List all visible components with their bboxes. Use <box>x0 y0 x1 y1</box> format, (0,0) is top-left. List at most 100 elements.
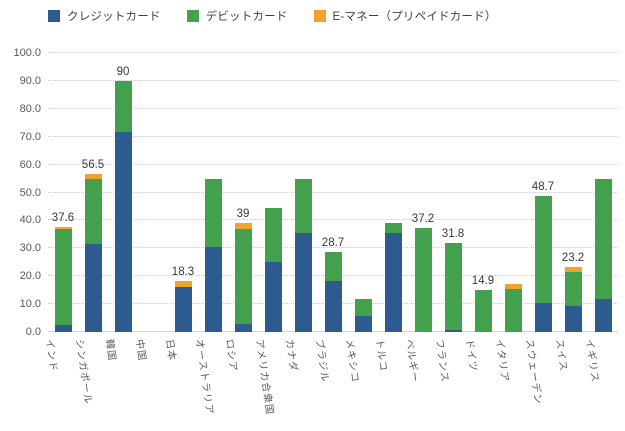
bar-column: 56.5 シンガポール <box>73 53 108 405</box>
bar-column: 23.2 スイス <box>553 53 588 372</box>
x-axis-category-label: イタリア <box>493 338 511 384</box>
bar-total-label: 48.7 <box>531 181 555 194</box>
gridline: 100.0 <box>13 47 618 59</box>
bar-stack <box>444 53 462 332</box>
bar-stack <box>504 53 522 332</box>
bar-segment-credit-card <box>294 232 312 332</box>
bar-total-label: 39 <box>236 208 250 221</box>
bar-column: アメリカ合衆国 <box>253 53 288 416</box>
x-axis-category-label: ベルギー <box>403 338 421 384</box>
bar-total-label: 23.2 <box>561 252 585 265</box>
x-axis-category-label: ドイツ <box>463 338 479 373</box>
bar-segment-debit-card <box>564 272 582 306</box>
bar-column: 37.6 インド <box>43 53 78 373</box>
bar-stack <box>564 53 582 332</box>
legend-label: デビットカード <box>205 11 288 23</box>
bar-segment-debit-card <box>114 80 132 133</box>
bar-total-label: 28.7 <box>321 236 345 249</box>
y-axis-tick-label: 0.0 <box>25 326 41 338</box>
bar-stack <box>354 53 372 332</box>
bar-total-label: 56.5 <box>81 159 105 172</box>
bar-segment-credit-card <box>234 324 252 332</box>
bar-segment-credit-card <box>564 305 582 332</box>
bar-column: イギリス <box>583 53 618 384</box>
bar-stack <box>324 53 342 332</box>
bar-segment-credit-card <box>114 132 132 332</box>
bar-stack <box>384 53 402 332</box>
bar-segment-e-money <box>564 267 582 273</box>
y-axis-tick-label: 80.0 <box>19 102 41 115</box>
bar-segment-credit-card <box>204 246 222 332</box>
bar-segment-credit-card <box>174 286 192 332</box>
bar-stack <box>534 53 552 332</box>
gridline: 40.0 <box>20 214 618 226</box>
legend-swatch-credit-card <box>48 10 60 22</box>
x-axis-category-label: 中国 <box>133 338 148 362</box>
bar-stack <box>294 53 312 332</box>
y-axis-tick-label: 100.0 <box>13 47 41 59</box>
bar-stack <box>414 53 432 332</box>
bar-stack <box>174 53 192 332</box>
gridline: 30.0 <box>20 242 618 254</box>
gridline: 50.0 <box>20 187 618 199</box>
bar-segment-e-money <box>174 280 192 287</box>
bar-segment-debit-card <box>534 196 552 303</box>
bar-segment-credit-card <box>54 325 72 332</box>
x-axis-category-label: フランス <box>433 338 451 384</box>
legend-item-credit-card: クレジットカード <box>48 8 161 24</box>
y-axis-tick-label: 40.0 <box>19 214 41 227</box>
bar-column: 31.8 フランス <box>433 53 468 383</box>
bar-segment-debit-card <box>264 207 282 263</box>
bar-column: オーストラリア <box>193 53 228 416</box>
bar-column: 18.3 日本 <box>163 53 198 362</box>
bar-stack <box>84 53 102 332</box>
x-axis-category-label: イギリス <box>583 338 601 384</box>
bar-total-label: 14.9 <box>471 275 495 288</box>
x-axis-category-label: カナダ <box>283 338 299 373</box>
bar-column: 14.9 ドイツ <box>463 53 498 372</box>
x-axis-category-label: ロシア <box>223 338 239 373</box>
bar-segment-debit-card <box>354 298 372 317</box>
bar-segment-debit-card <box>444 243 462 330</box>
gridline: 70.0 <box>20 131 618 143</box>
legend-label: クレジットカード <box>67 11 161 23</box>
bar-segment-credit-card <box>84 244 102 332</box>
bar-column: 48.7 スウェーデン <box>523 53 558 405</box>
bar-segment-debit-card <box>324 251 342 281</box>
plot-area: 100.0 90.0 80.0 70.0 60.0 50.0 40.0 30.0 20.0 10.… <box>13 47 618 416</box>
bar-column: イタリア <box>493 53 528 383</box>
legend-item-e-money: E-マネー（プリペイドカード） <box>313 8 497 24</box>
y-axis-tick-label: 10.0 <box>19 298 41 311</box>
bar-segment-debit-card <box>84 178 102 245</box>
bar-segment-debit-card <box>384 223 402 233</box>
gridline: 80.0 <box>20 103 618 115</box>
bar-column: 39 ロシア <box>223 53 258 373</box>
bar-stack <box>204 53 222 332</box>
bar-segment-credit-card <box>594 299 612 332</box>
bar-total-label: 31.8 <box>441 228 465 241</box>
x-axis-category-label: 韓国 <box>103 338 118 362</box>
bar-stack <box>114 53 132 332</box>
x-axis-category-label: シンガポール <box>73 338 94 406</box>
legend-item-debit-card: デビットカード <box>186 8 288 24</box>
bar-total-label: 18.3 <box>171 265 195 278</box>
bars-container: 37.6 インド 56.5 シンガポール 90 韓国 中国 18.3 日本 オーストラリア 39 ロシ… <box>43 53 618 416</box>
bar-segment-debit-card <box>204 179 222 247</box>
legend-swatch-e-money <box>313 10 326 22</box>
bar-segment-credit-card <box>264 262 282 332</box>
legend-label: E-マネー（プリペイドカード） <box>332 11 497 23</box>
bar-segment-credit-card <box>384 232 402 332</box>
x-axis-category-label: オーストラリア <box>193 338 215 416</box>
bar-total-label: 37.2 <box>411 213 435 226</box>
bar-column: カナダ <box>283 53 318 373</box>
x-axis-category-label: スウェーデン <box>523 338 544 406</box>
y-axis-tick-label: 20.0 <box>19 270 41 283</box>
y-axis-tick-label: 60.0 <box>19 158 41 171</box>
x-axis-category-label: 日本 <box>163 338 178 362</box>
x-axis-category-label: メキシコ <box>343 338 361 384</box>
bar-segment-debit-card <box>414 228 432 332</box>
bar-segment-debit-card <box>54 229 72 326</box>
bar-segment-debit-card <box>594 179 612 300</box>
y-axis-tick-label: 70.0 <box>19 130 41 143</box>
